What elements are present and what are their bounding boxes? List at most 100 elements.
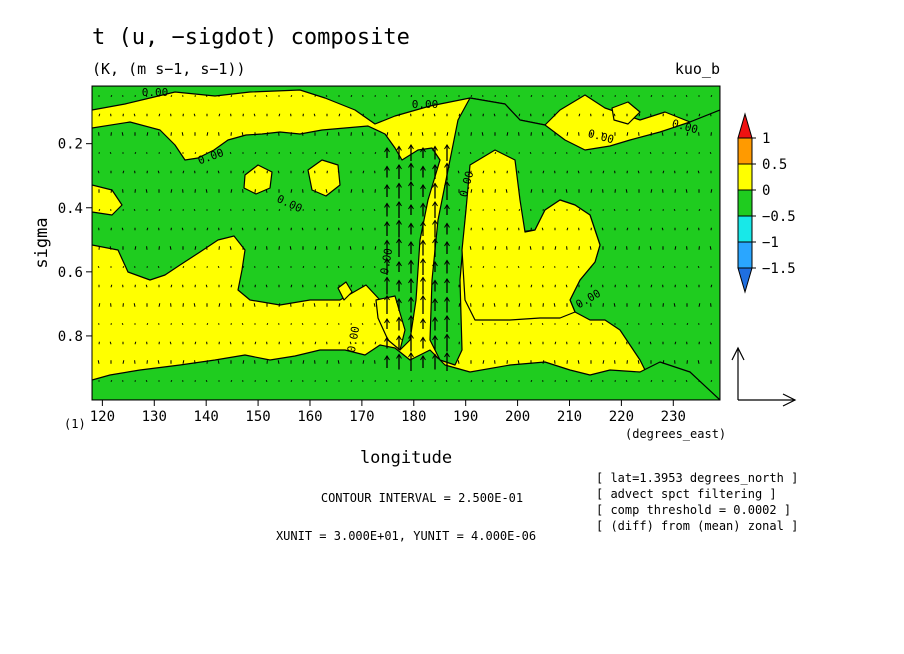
wind-vector-head (396, 164, 402, 170)
wind-vector-head (420, 336, 426, 342)
wind-vector (614, 152, 617, 154)
wind-vector (481, 323, 484, 325)
wind-vector (661, 323, 664, 325)
wind-vector (170, 189, 173, 193)
wind-vector (698, 303, 701, 307)
wind-vector-head (384, 276, 390, 282)
colorbar-label: 0.5 (762, 157, 787, 173)
wind-vector (482, 170, 485, 174)
wind-vector-head (384, 202, 390, 208)
wind-vector (121, 323, 124, 325)
wind-vector (517, 360, 520, 364)
wind-vector-head (408, 222, 414, 228)
wind-vector (97, 266, 100, 268)
wind-vector-head (408, 144, 414, 150)
wind-vector-head (420, 202, 426, 208)
wind-vector-head (384, 336, 390, 342)
wind-vector (181, 132, 184, 136)
wind-vector-head (396, 353, 402, 359)
wind-vector (410, 380, 413, 382)
wind-vector (710, 380, 713, 382)
wind-vector (542, 266, 545, 268)
wind-vector (578, 113, 581, 117)
wind-vector (134, 152, 137, 154)
wind-vector (662, 360, 665, 364)
wind-vector (398, 113, 401, 117)
wind-vector (613, 209, 616, 211)
wind-vector (506, 323, 509, 325)
wind-vector-head (432, 261, 438, 267)
wind-vector (686, 132, 689, 136)
wind-vector (458, 209, 461, 211)
wind-vector (217, 170, 220, 174)
wind-vector (277, 170, 280, 174)
wind-vector-head (408, 181, 414, 187)
wind-vector (242, 360, 245, 364)
wind-vector (386, 132, 389, 136)
wind-vector-head (396, 261, 402, 267)
wind-vector (109, 341, 112, 345)
wind-vector (302, 360, 305, 364)
wind-vector (325, 284, 328, 288)
wind-vector (278, 209, 281, 211)
wind-vector-head (444, 241, 450, 247)
wind-vector (314, 152, 317, 154)
wind-vector (278, 303, 281, 307)
wind-vector (265, 189, 268, 193)
wind-vector (697, 266, 700, 268)
wind-vector (458, 303, 461, 307)
wind-vector (553, 303, 556, 307)
wind-vector (181, 323, 184, 325)
wind-vector (541, 132, 544, 136)
x-tick-label: 120 (90, 409, 115, 425)
x-tick-label: 200 (505, 409, 530, 425)
wind-vector (590, 284, 593, 288)
wind-vector (301, 227, 304, 231)
wind-vector (625, 380, 628, 382)
wind-vector (517, 170, 520, 174)
wind-vector (517, 266, 520, 268)
y-axis-unit-marker: (1) (64, 417, 86, 431)
wind-vector (98, 113, 101, 117)
wind-vector-head (432, 219, 438, 225)
wind-vector (146, 323, 149, 325)
wind-vector-head (396, 219, 402, 225)
wind-vector (301, 323, 304, 325)
info-line: [ comp threshold = 0.0002 ] (596, 503, 791, 517)
wind-vector (650, 284, 653, 288)
x-tick-label: 140 (194, 409, 219, 425)
wind-vector (553, 113, 556, 117)
wind-vector (373, 303, 376, 307)
wind-vector (685, 380, 688, 382)
wind-vector (470, 95, 473, 97)
wind-vector (169, 152, 172, 154)
wind-vector (529, 341, 532, 345)
wind-vector (218, 113, 221, 117)
wind-vector (290, 189, 293, 193)
wind-vector (110, 380, 113, 382)
contour-plot-area: 0.000.000.000.000.000.000.000.000.000.00 (92, 86, 720, 400)
wind-vector (289, 341, 292, 345)
wind-vector (205, 189, 208, 193)
colorbar-segment (737, 215, 753, 243)
wind-vector (218, 303, 221, 307)
wind-vector (470, 189, 473, 193)
wind-vector (710, 284, 713, 288)
wind-vector-head (432, 164, 438, 170)
wind-vector-head (444, 278, 450, 284)
wind-vector (505, 189, 508, 193)
wind-vector (541, 227, 544, 231)
wind-vector (110, 95, 113, 97)
wind-vector (686, 323, 689, 325)
wind-vector (133, 209, 136, 211)
wind-vector (662, 170, 665, 174)
wind-vector-head (444, 352, 450, 358)
wind-vector (325, 380, 328, 382)
wind-vector (266, 132, 269, 136)
wind-vector (350, 380, 353, 382)
wind-vector (469, 341, 472, 345)
wind-vector (217, 360, 220, 364)
wind-vector-head (384, 165, 390, 171)
wind-vector (649, 246, 652, 250)
wind-vector (625, 189, 628, 193)
